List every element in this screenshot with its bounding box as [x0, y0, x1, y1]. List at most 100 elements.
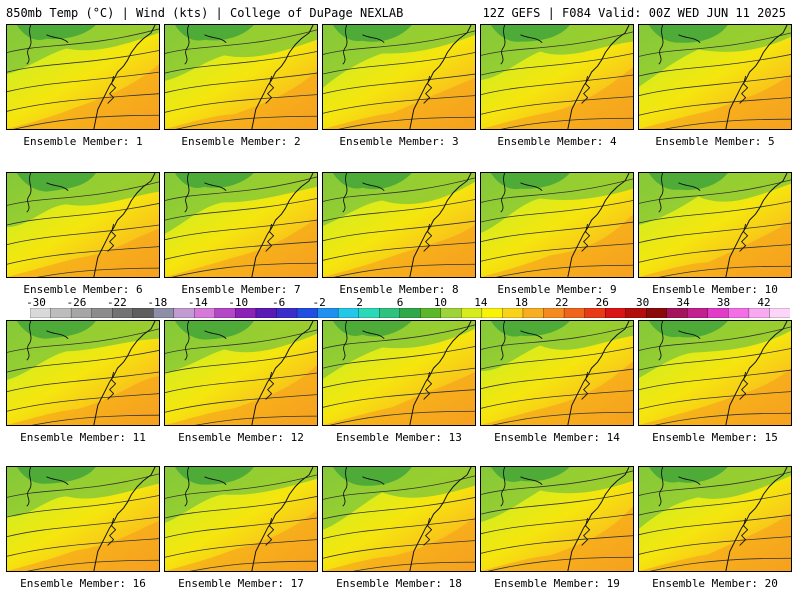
warm-air-region — [7, 375, 159, 425]
ensemble-member-map — [164, 172, 318, 278]
ensemble-member-map — [6, 172, 160, 278]
height-contour — [639, 75, 791, 97]
height-contour — [496, 264, 633, 277]
height-contour — [639, 514, 791, 536]
warm-air-region — [639, 74, 791, 129]
lake-outline — [362, 182, 385, 191]
coastline — [251, 321, 314, 425]
height-contour — [36, 267, 159, 277]
height-contour — [639, 536, 791, 555]
map-field — [165, 173, 317, 277]
great-lakes-outline — [500, 467, 506, 507]
height-contour — [649, 557, 791, 571]
ensemble-member-label: Ensemble Member: 5 — [655, 135, 775, 148]
lake-outline — [520, 330, 543, 339]
colorbar-swatch — [70, 308, 93, 318]
height-contour — [481, 513, 633, 535]
ensemble-member-label: Ensemble Member: 12 — [178, 431, 304, 444]
height-contour — [26, 559, 159, 571]
cool-air-region — [323, 321, 475, 379]
cold-core-region — [332, 25, 412, 42]
ensemble-member-map — [6, 320, 160, 426]
chesapeake-bay-outline — [739, 223, 749, 252]
coastline — [567, 25, 630, 129]
lake-outline — [520, 34, 543, 43]
ensemble-member-label: Ensemble Member: 6 — [23, 283, 143, 296]
map-field — [481, 25, 633, 129]
height-contour — [165, 51, 317, 74]
height-contour — [165, 198, 317, 221]
coastline — [567, 173, 630, 277]
colorbar-swatch — [112, 308, 134, 318]
map-field — [639, 321, 791, 425]
coastline — [93, 467, 156, 571]
height-contour — [481, 31, 633, 56]
height-contour — [481, 492, 633, 515]
colorbar-swatch — [420, 308, 442, 318]
colorbar-tick-label: 6 — [396, 296, 404, 309]
map-field — [7, 321, 159, 425]
height-contour — [7, 93, 159, 112]
map-field — [639, 467, 791, 571]
cold-core-region — [490, 25, 570, 42]
height-contour — [7, 224, 159, 246]
coastline — [725, 321, 788, 425]
height-contour — [171, 262, 317, 277]
warm-air-region — [481, 361, 633, 425]
chesapeake-bay-outline — [739, 517, 749, 546]
chesapeake-bay-outline — [739, 371, 749, 400]
colorbar-tick-label: 14 — [474, 296, 488, 309]
colorbar-swatch — [379, 308, 401, 318]
chesapeake-bay-outline — [581, 517, 591, 546]
chesapeake-bay-outline — [423, 517, 433, 546]
colorbar-swatch — [214, 308, 237, 318]
cold-core-region — [16, 173, 96, 192]
colorbar-swatch — [399, 308, 421, 318]
lake-outline — [678, 330, 701, 339]
warm-air-region — [323, 77, 475, 129]
height-contour — [639, 54, 791, 77]
lake-outline — [678, 182, 701, 191]
height-contour — [7, 516, 159, 538]
map-field — [165, 25, 317, 129]
map-field — [639, 25, 791, 129]
height-contour — [639, 348, 791, 371]
cool-air-region — [165, 173, 317, 234]
colorbar-tick-label: 30 — [636, 296, 650, 309]
colorbar-swatch — [584, 308, 606, 318]
colorbar-swatch — [276, 308, 298, 318]
colorbar-swatch — [255, 308, 278, 318]
coastline — [251, 173, 314, 277]
height-contour — [165, 372, 317, 394]
cold-core-region — [174, 25, 254, 41]
great-lakes-outline — [500, 173, 506, 213]
ensemble-member-map — [322, 466, 476, 572]
coastline — [93, 173, 156, 277]
ensemble-member-map — [164, 320, 318, 426]
colorbar-tick-label: 10 — [433, 296, 448, 309]
colorbar-swatch — [440, 308, 462, 318]
colorbar-swatch — [563, 308, 586, 318]
ensemble-member-map — [638, 320, 792, 426]
colorbar-tick-label: -6 — [272, 296, 286, 309]
map-field — [165, 467, 317, 571]
ensemble-member-label: Ensemble Member: 16 — [20, 577, 146, 590]
height-contour — [639, 493, 791, 516]
height-contour — [323, 540, 475, 559]
great-lakes-outline — [342, 321, 348, 361]
colorbar-tick-label: -10 — [228, 296, 249, 309]
colorbar-swatch — [358, 308, 380, 318]
chesapeake-bay-outline — [423, 371, 433, 400]
height-contour — [7, 328, 159, 353]
chesapeake-bay-outline — [423, 223, 433, 252]
height-contour — [481, 535, 633, 554]
height-contour — [491, 411, 633, 425]
height-contour — [481, 221, 633, 243]
warm-air-region — [323, 517, 475, 571]
colorbar-tick-label: -26 — [66, 296, 87, 309]
ensemble-member-map — [6, 24, 160, 130]
height-contour — [13, 114, 159, 129]
great-lakes-outline — [26, 25, 32, 65]
height-contour — [500, 117, 633, 129]
height-contour — [7, 28, 159, 53]
